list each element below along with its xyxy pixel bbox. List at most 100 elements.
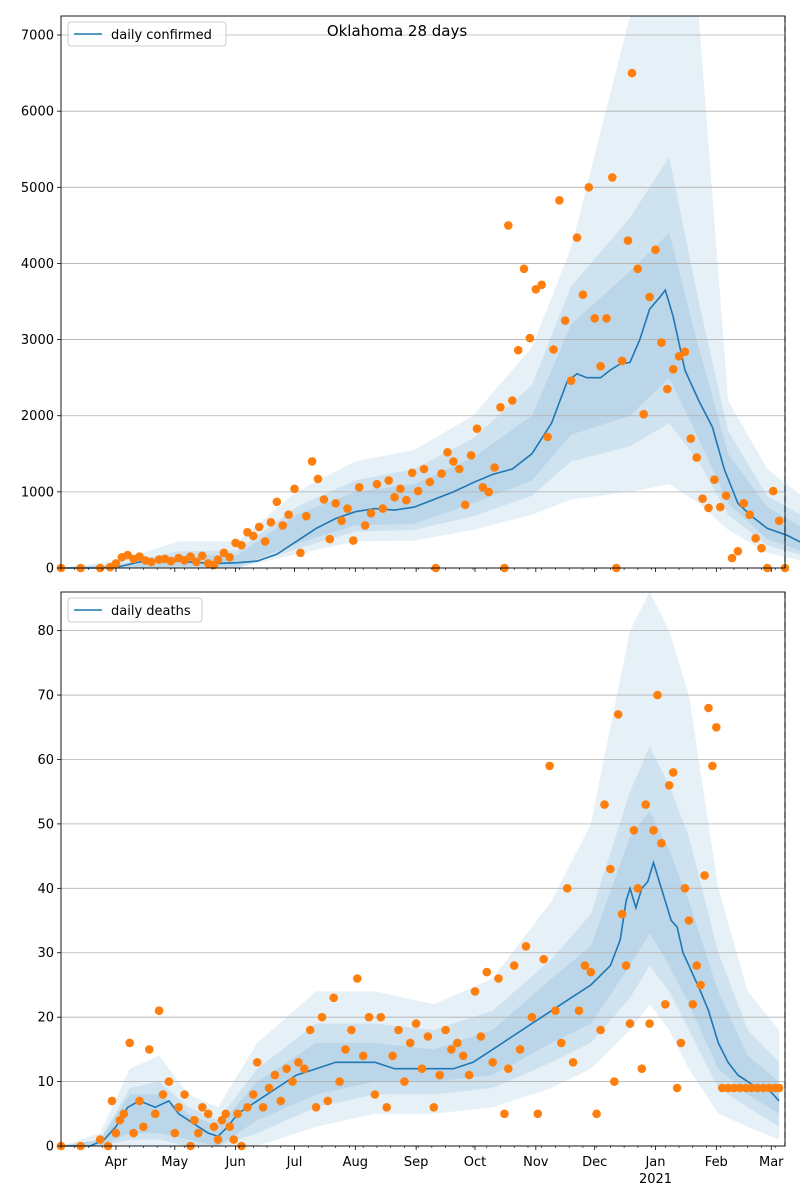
deaths-observed-point <box>668 768 678 777</box>
confirmed-observed-point <box>396 484 405 494</box>
deaths-observed-point <box>139 1122 148 1131</box>
confirmed-observed-point <box>198 551 207 561</box>
deaths-y-tick-label: 60 <box>37 753 54 768</box>
deaths-observed-point <box>708 761 717 771</box>
x-tick-label: Oct <box>464 1155 486 1170</box>
deaths-observed-point <box>441 1025 450 1035</box>
deaths-observed-point <box>364 1012 374 1022</box>
deaths-observed-point <box>458 1051 468 1061</box>
confirmed-observed-point <box>378 504 388 513</box>
confirmed-observed-point <box>680 347 690 357</box>
deaths-observed-point <box>704 703 713 713</box>
x-tick-label: May <box>161 1155 188 1170</box>
deaths-observed-point <box>476 1032 486 1041</box>
deaths-observed-point <box>723 1083 733 1093</box>
deaths-observed-point <box>229 1135 238 1144</box>
deaths-observed-point <box>125 1038 134 1048</box>
deaths-observed-point <box>759 1083 768 1093</box>
deaths-legend-box <box>67 597 203 623</box>
confirmed-observed-point <box>284 510 293 519</box>
deaths-y-tick-label: 20 <box>37 1011 54 1026</box>
deaths-observed-point <box>115 1115 125 1125</box>
confirmed-observed-point <box>490 463 499 472</box>
deaths-observed-point <box>747 1083 756 1093</box>
deaths-observed-point <box>613 710 623 719</box>
confirmed-observed-point <box>663 384 672 394</box>
confirmed-observed-point <box>254 522 264 532</box>
confirmed-band-1 <box>61 156 800 568</box>
confirmed-observed-point <box>407 468 417 478</box>
confirmed-y-tick-label: 7000 <box>21 29 54 44</box>
deaths-observed-point <box>394 1025 403 1035</box>
confirmed-observed-point <box>219 548 229 558</box>
deaths-observed-point <box>119 1109 129 1119</box>
deaths-observed-point <box>504 1064 513 1073</box>
confirmed-observed-point <box>657 338 666 347</box>
confirmed-observed-point <box>590 314 599 323</box>
deaths-observed-point <box>95 1135 105 1144</box>
confirmed-observed-point <box>504 221 513 230</box>
confirmed-observed-point <box>331 499 341 508</box>
confirmed-observed-point <box>349 536 358 545</box>
confirmed-observed-point <box>608 173 617 182</box>
deaths-observed-point <box>464 1070 474 1080</box>
confirmed-observed-point <box>313 474 323 484</box>
confirmed-observed-point <box>578 290 588 300</box>
deaths-observed-point <box>735 1083 745 1093</box>
confirmed-observed-point <box>343 504 352 513</box>
deaths-observed-point <box>174 1103 183 1112</box>
deaths-band-0 <box>61 592 780 1146</box>
confirmed-observed-point <box>237 540 246 550</box>
deaths-observed-point <box>209 1122 219 1131</box>
x-tick-label: Aug <box>343 1155 368 1170</box>
deaths-observed-point <box>353 974 362 983</box>
deaths-observed-point <box>633 884 643 893</box>
deaths-observed-point <box>311 1103 321 1112</box>
deaths-observed-point <box>610 1077 619 1086</box>
x-tick-label: Sep <box>404 1155 429 1170</box>
confirmed-observed-point <box>384 476 394 485</box>
deaths-observed-point <box>592 1109 601 1119</box>
confirmed-frame <box>60 15 786 569</box>
deaths-observed-point <box>317 1012 327 1022</box>
confirmed-observed-point <box>739 499 749 508</box>
deaths-observed-point <box>488 1058 498 1067</box>
deaths-y-tick-label: 30 <box>37 946 54 961</box>
deaths-observed-point <box>539 954 548 964</box>
confirmed-observed-point <box>484 487 494 497</box>
confirmed-observed-point <box>768 486 778 496</box>
confirmed-y-tick-label: 1000 <box>21 485 54 500</box>
confirmed-observed-point <box>698 494 707 504</box>
deaths-plot-area <box>61 592 785 1146</box>
confirmed-model-line <box>61 288 800 569</box>
confirmed-observed-points <box>56 68 790 573</box>
deaths-observed-point <box>150 1109 160 1119</box>
deaths-observed-point <box>453 1038 462 1048</box>
deaths-observed-point <box>429 1103 439 1112</box>
confirmed-observed-point <box>296 548 305 558</box>
deaths-observed-point <box>533 1109 543 1119</box>
confirmed-observed-point <box>337 516 346 526</box>
deaths-observed-point <box>164 1077 174 1086</box>
confirmed-observed-point <box>716 502 725 512</box>
deaths-y-axis: 0 10 20 30 40 50 60 70 80 <box>37 624 61 1155</box>
confirmed-observed-point <box>566 376 576 386</box>
deaths-observed-point <box>249 1090 258 1099</box>
deaths-observed-point <box>500 1109 509 1119</box>
confirmed-observed-point <box>555 196 564 205</box>
deaths-y-tick-label: 50 <box>37 817 54 832</box>
confirmed-observed-point <box>560 316 570 325</box>
confirmed-observed-point <box>531 285 541 294</box>
confirmed-observed-point <box>710 475 719 485</box>
deaths-observed-point <box>470 987 480 996</box>
deaths-observed-point <box>621 961 631 970</box>
deaths-observed-point <box>423 1032 433 1041</box>
confirmed-observed-point <box>390 492 399 502</box>
deaths-y-tick-label: 40 <box>37 882 54 897</box>
confirmed-observed-point <box>266 518 276 527</box>
x-tick-label: Mar <box>759 1155 784 1170</box>
deaths-observed-point <box>180 1090 189 1099</box>
deaths-observed-point <box>774 1083 784 1093</box>
deaths-observed-point <box>129 1128 138 1138</box>
deaths-legend-label: daily deaths <box>111 604 191 619</box>
